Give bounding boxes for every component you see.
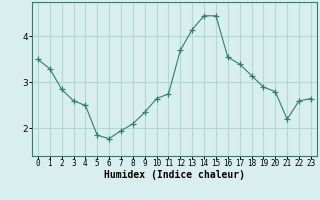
- X-axis label: Humidex (Indice chaleur): Humidex (Indice chaleur): [104, 170, 245, 180]
